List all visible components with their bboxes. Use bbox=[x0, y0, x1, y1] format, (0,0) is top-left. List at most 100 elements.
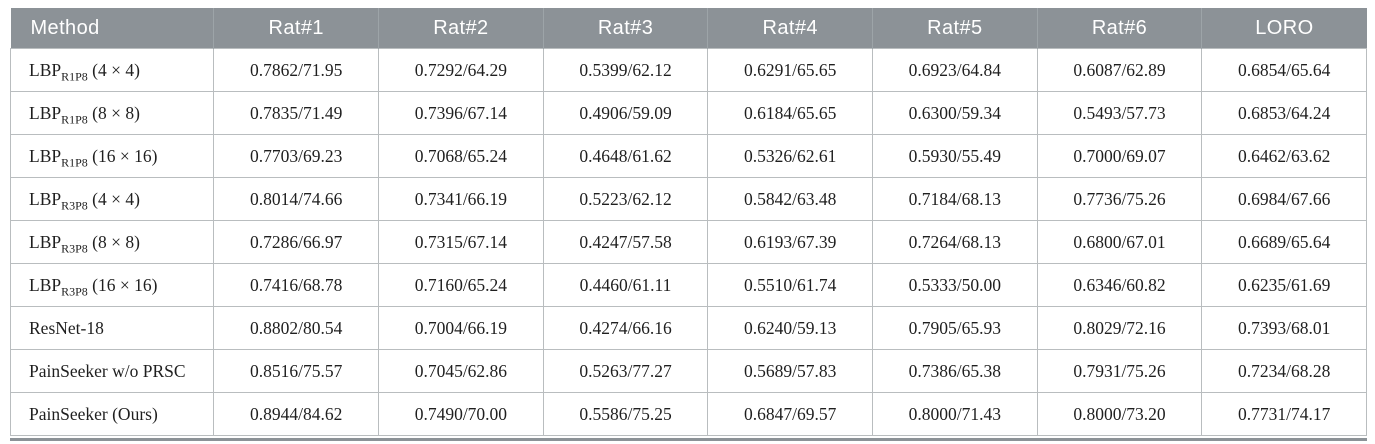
data-cell: 0.5842/63.48 bbox=[707, 177, 874, 221]
data-cell: 0.7292/64.29 bbox=[378, 48, 544, 92]
data-cell: 0.7490/70.00 bbox=[378, 392, 544, 436]
table-row: PainSeeker (Ours) 0.8944/84.62 0.7490/70… bbox=[9, 392, 1367, 436]
data-cell: 0.7736/75.26 bbox=[1036, 177, 1203, 221]
column-header-method: Method bbox=[10, 8, 215, 49]
method-cell: LBPR1P8 (16 × 16) bbox=[9, 134, 215, 178]
table-bottom-rule bbox=[10, 438, 1367, 441]
data-cell: 0.8000/73.20 bbox=[1036, 392, 1203, 436]
method-subscript: R3P8 bbox=[61, 284, 88, 298]
data-cell: 0.7862/71.95 bbox=[213, 48, 380, 92]
data-cell: 0.5326/62.61 bbox=[707, 134, 874, 178]
data-cell: 0.5333/50.00 bbox=[872, 263, 1038, 307]
table-row: PainSeeker w/o PRSC 0.8516/75.57 0.7045/… bbox=[9, 349, 1367, 393]
method-base: LBP bbox=[29, 231, 62, 252]
data-cell: 0.7315/67.14 bbox=[378, 220, 544, 264]
method-subscript: R1P8 bbox=[61, 69, 88, 83]
method-base: PainSeeker (Ours) bbox=[29, 403, 158, 424]
data-cell: 0.7396/67.14 bbox=[378, 91, 544, 135]
method-base: LBP bbox=[29, 59, 62, 80]
table-row: LBPR1P8 (16 × 16) 0.7703/69.23 0.7068/65… bbox=[9, 134, 1367, 178]
data-cell: 0.7045/62.86 bbox=[378, 349, 544, 393]
data-cell: 0.5689/57.83 bbox=[707, 349, 874, 393]
data-cell: 0.6346/60.82 bbox=[1036, 263, 1203, 307]
data-cell: 0.7234/68.28 bbox=[1201, 349, 1367, 393]
data-cell: 0.7184/68.13 bbox=[872, 177, 1038, 221]
data-cell: 0.5586/75.25 bbox=[542, 392, 709, 436]
method-rest: (4 × 4) bbox=[87, 59, 140, 80]
data-cell: 0.6854/65.64 bbox=[1201, 48, 1367, 92]
method-base: LBP bbox=[29, 145, 62, 166]
method-cell: LBPR3P8 (4 × 4) bbox=[9, 177, 215, 221]
data-cell: 0.5930/55.49 bbox=[872, 134, 1038, 178]
results-table: Method Rat#1 Rat#2 Rat#3 Rat#4 Rat#5 Rat… bbox=[9, 8, 1367, 436]
column-header-loro: LORO bbox=[1201, 8, 1367, 49]
data-cell: 0.7000/69.07 bbox=[1036, 134, 1203, 178]
data-cell: 0.5510/61.74 bbox=[707, 263, 874, 307]
method-cell: LBPR1P8 (8 × 8) bbox=[9, 91, 215, 135]
data-cell: 0.7731/74.17 bbox=[1201, 392, 1367, 436]
data-cell: 0.7905/65.93 bbox=[872, 306, 1038, 350]
data-cell: 0.6193/67.39 bbox=[707, 220, 874, 264]
data-cell: 0.8000/71.43 bbox=[872, 392, 1038, 436]
data-cell: 0.8014/74.66 bbox=[213, 177, 380, 221]
data-cell: 0.7264/68.13 bbox=[872, 220, 1038, 264]
method-base: LBP bbox=[29, 102, 62, 123]
column-header-rat2: Rat#2 bbox=[378, 8, 544, 49]
data-cell: 0.6847/69.57 bbox=[707, 392, 874, 436]
data-cell: 0.5223/62.12 bbox=[542, 177, 709, 221]
data-cell: 0.4274/66.16 bbox=[542, 306, 709, 350]
data-cell: 0.7931/75.26 bbox=[1036, 349, 1203, 393]
data-cell: 0.5399/62.12 bbox=[542, 48, 709, 92]
table-row: LBPR3P8 (4 × 4) 0.8014/74.66 0.7341/66.1… bbox=[9, 177, 1367, 221]
data-cell: 0.4648/61.62 bbox=[542, 134, 709, 178]
method-cell: LBPR3P8 (8 × 8) bbox=[9, 220, 215, 264]
method-rest: (4 × 4) bbox=[87, 188, 140, 209]
method-rest: (8 × 8) bbox=[87, 102, 140, 123]
data-cell: 0.7703/69.23 bbox=[213, 134, 380, 178]
table-row: LBPR1P8 (4 × 4) 0.7862/71.95 0.7292/64.2… bbox=[9, 48, 1367, 92]
results-table-figure: Method Rat#1 Rat#2 Rat#3 Rat#4 Rat#5 Rat… bbox=[9, 8, 1367, 441]
data-cell: 0.6184/65.65 bbox=[707, 91, 874, 135]
data-cell: 0.4247/57.58 bbox=[542, 220, 709, 264]
data-cell: 0.7386/65.38 bbox=[872, 349, 1038, 393]
data-cell: 0.6853/64.24 bbox=[1201, 91, 1367, 135]
method-base: PainSeeker w/o PRSC bbox=[29, 360, 186, 381]
data-cell: 0.7068/65.24 bbox=[378, 134, 544, 178]
data-cell: 0.6300/59.34 bbox=[872, 91, 1038, 135]
data-cell: 0.8516/75.57 bbox=[213, 349, 380, 393]
data-cell: 0.6087/62.89 bbox=[1036, 48, 1203, 92]
data-cell: 0.7393/68.01 bbox=[1201, 306, 1367, 350]
column-header-rat5: Rat#5 bbox=[872, 8, 1038, 49]
data-cell: 0.4460/61.11 bbox=[542, 263, 709, 307]
method-rest: (16 × 16) bbox=[87, 274, 158, 295]
method-subscript: R3P8 bbox=[61, 198, 88, 212]
method-cell: PainSeeker w/o PRSC bbox=[9, 349, 215, 393]
method-base: LBP bbox=[29, 188, 62, 209]
method-cell: ResNet-18 bbox=[9, 306, 215, 350]
data-cell: 0.6240/59.13 bbox=[707, 306, 874, 350]
data-cell: 0.6800/67.01 bbox=[1036, 220, 1203, 264]
data-cell: 0.5263/77.27 bbox=[542, 349, 709, 393]
header-row: Method Rat#1 Rat#2 Rat#3 Rat#4 Rat#5 Rat… bbox=[10, 8, 1367, 49]
data-cell: 0.4906/59.09 bbox=[542, 91, 709, 135]
data-cell: 0.7004/66.19 bbox=[378, 306, 544, 350]
method-subscript: R3P8 bbox=[61, 241, 88, 255]
data-cell: 0.8802/80.54 bbox=[213, 306, 380, 350]
method-base: ResNet-18 bbox=[29, 317, 104, 338]
data-cell: 0.8029/72.16 bbox=[1036, 306, 1203, 350]
table-row: LBPR1P8 (8 × 8) 0.7835/71.49 0.7396/67.1… bbox=[9, 91, 1367, 135]
data-cell: 0.7286/66.97 bbox=[213, 220, 380, 264]
data-cell: 0.6984/67.66 bbox=[1201, 177, 1367, 221]
method-subscript: R1P8 bbox=[61, 112, 88, 126]
data-cell: 0.7416/68.78 bbox=[213, 263, 380, 307]
data-cell: 0.6923/64.84 bbox=[872, 48, 1038, 92]
data-cell: 0.6235/61.69 bbox=[1201, 263, 1367, 307]
column-header-rat6: Rat#6 bbox=[1037, 8, 1203, 49]
table-row: LBPR3P8 (16 × 16) 0.7416/68.78 0.7160/65… bbox=[9, 263, 1367, 307]
data-cell: 0.6462/63.62 bbox=[1201, 134, 1367, 178]
column-header-rat3: Rat#3 bbox=[543, 8, 709, 49]
column-header-rat4: Rat#4 bbox=[707, 8, 874, 49]
method-rest: (16 × 16) bbox=[87, 145, 158, 166]
method-cell: LBPR1P8 (4 × 4) bbox=[9, 48, 215, 92]
data-cell: 0.7160/65.24 bbox=[378, 263, 544, 307]
